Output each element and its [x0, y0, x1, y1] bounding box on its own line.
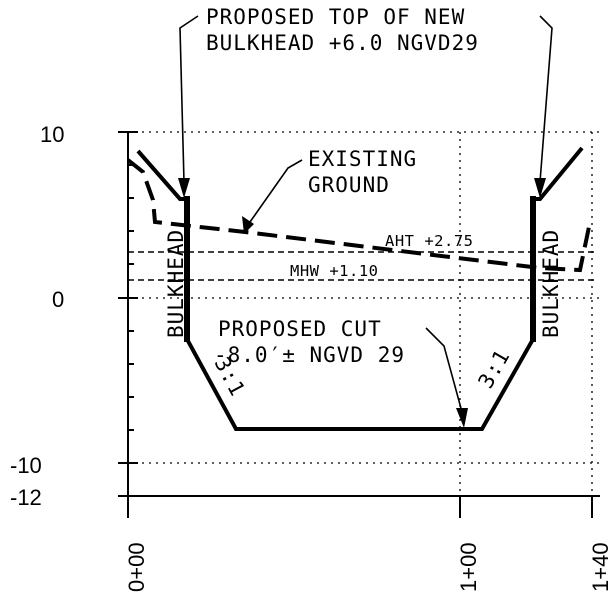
y-tick-neg10: -10 [10, 453, 42, 478]
mhw-label: MHW +1.10 [290, 262, 379, 280]
bulkhead-right-label: BULKHEAD [539, 229, 563, 338]
callout-cut-line2: -8.0′± NGVD 29 [214, 343, 405, 367]
grid [128, 131, 600, 496]
y-tick-neg12: -12 [10, 485, 42, 510]
callout-ground-line1: EXISTING [308, 147, 417, 171]
bulkhead-left-label: BULKHEAD [164, 229, 188, 338]
callout-ground-leader [249, 159, 303, 223]
aht-label: AHT +2.75 [385, 232, 474, 250]
y-tick-0: 0 [52, 287, 64, 312]
arrow-cut [456, 408, 468, 428]
existing-ground-line [126, 158, 592, 273]
x-tick-0-00: 0+00 [124, 542, 149, 592]
axes [118, 131, 600, 518]
callout-top-line1: PROPOSED TOP OF NEW [206, 5, 465, 29]
arrow-top-left [178, 178, 190, 198]
callout-top-leaders [179, 15, 553, 183]
callout-cut-line1: PROPOSED CUT [218, 317, 382, 341]
x-tick-1-40: 1+40 [588, 542, 611, 592]
callout-ground-line2: GROUND [308, 173, 390, 197]
bulkhead-left-post [184, 196, 190, 342]
arrow-top-right [534, 178, 546, 198]
arrow-ground [242, 216, 254, 234]
x-tick-1-00: 1+00 [456, 542, 481, 592]
bulkhead-right-post [530, 196, 536, 342]
callout-cut-leader [425, 327, 463, 413]
y-tick-10: 10 [40, 122, 64, 147]
callout-top-line2: BULKHEAD +6.0 NGVD29 [206, 31, 479, 55]
